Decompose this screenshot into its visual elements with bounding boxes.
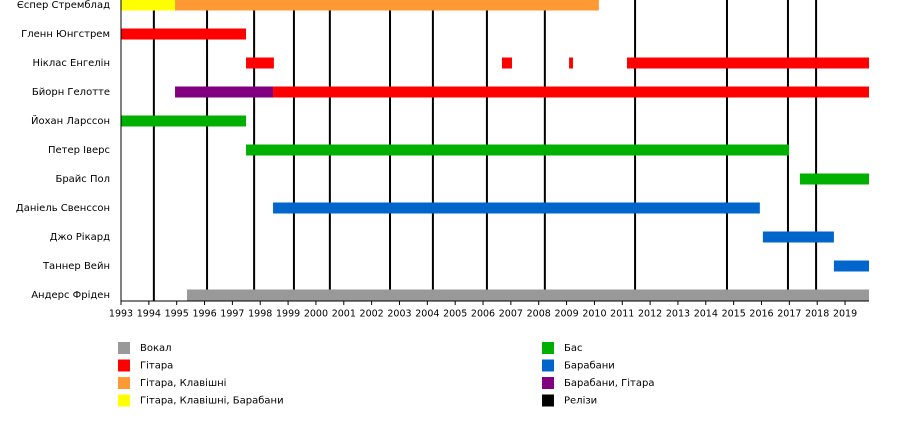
legend-label: Гітара, Клавішні xyxy=(140,377,226,389)
legend-label: Гітара xyxy=(140,360,173,372)
row-label: Єспер Стремблад xyxy=(17,0,110,11)
row-label: Ніклас Енгелін xyxy=(32,57,110,69)
x-tick-label: 2006 xyxy=(471,309,495,320)
legend-label: Барабани xyxy=(564,361,615,372)
x-tick-label: 2007 xyxy=(499,309,523,320)
x-tick-label: 1993 xyxy=(109,309,133,320)
row-label: Даніель Свенссон xyxy=(16,202,110,214)
x-tick-label: 2010 xyxy=(582,309,606,320)
legend-swatch xyxy=(118,359,130,372)
member-bar xyxy=(799,173,869,185)
member-bar xyxy=(273,86,869,98)
member-bar xyxy=(121,0,176,11)
legend-label: Вокал xyxy=(140,343,172,354)
row-label: Гленн Юнгстрем xyxy=(21,29,110,40)
legend-swatch xyxy=(542,359,554,372)
row-label: Андерс Фріден xyxy=(31,289,110,301)
member-bar xyxy=(762,231,834,243)
x-tick-label: 2009 xyxy=(554,309,578,320)
row-label: Брайс Пол xyxy=(55,174,110,185)
member-bar xyxy=(175,0,599,11)
member-bar xyxy=(246,57,274,69)
x-tick-label: 2018 xyxy=(805,309,829,320)
row-label: Бйорн Гелотте xyxy=(32,87,110,98)
member-bar xyxy=(175,86,274,98)
member-bar xyxy=(569,57,573,69)
legend-swatch xyxy=(542,394,554,407)
x-tick-label: 2013 xyxy=(666,309,690,320)
legend-swatch xyxy=(542,342,554,354)
x-tick-label: 2011 xyxy=(610,309,634,320)
row-label: Йохан Ларссон xyxy=(31,114,110,127)
x-tick-label: 2016 xyxy=(749,309,773,320)
legend-label: Релізи xyxy=(564,395,597,407)
legend-swatch xyxy=(542,377,554,389)
legend-swatch xyxy=(118,342,130,354)
x-tick-label: 2014 xyxy=(694,309,718,320)
member-bar xyxy=(273,202,760,214)
member-bar xyxy=(246,144,790,156)
x-tick-label: 2008 xyxy=(527,309,551,320)
member-bar xyxy=(121,115,247,127)
x-tick-label: 2017 xyxy=(777,309,801,320)
legend-swatch xyxy=(118,394,130,407)
row-label: Джо Рікард xyxy=(50,231,110,243)
member-bar xyxy=(121,28,247,40)
row-label: Таннер Вейн xyxy=(42,261,110,272)
x-tick-label: 2012 xyxy=(638,309,662,320)
legend-label: Барабани, Гітара xyxy=(564,377,654,389)
row-label: Петер Іверс xyxy=(48,145,110,156)
legend-label: Бас xyxy=(564,343,583,354)
x-tick-label: 2000 xyxy=(304,309,328,320)
x-tick-label: 2003 xyxy=(387,309,411,320)
x-tick-label: 1998 xyxy=(248,309,272,320)
x-tick-label: 2019 xyxy=(833,309,857,320)
legend-swatch xyxy=(118,377,130,389)
x-tick-label: 1995 xyxy=(165,309,189,320)
x-tick-label: 1994 xyxy=(137,309,161,320)
x-tick-label: 2002 xyxy=(360,309,384,320)
x-tick-label: 2004 xyxy=(415,309,439,320)
member-bar xyxy=(501,57,512,69)
member-bar xyxy=(627,57,869,69)
x-tick-label: 1997 xyxy=(220,309,244,320)
member-bar xyxy=(187,289,869,301)
x-tick-label: 1999 xyxy=(276,309,300,320)
legend-label: Гітара, Клавішні, Барабани xyxy=(140,395,284,407)
x-tick-label: 2005 xyxy=(443,309,467,320)
x-tick-label: 2001 xyxy=(332,309,356,320)
member-bar xyxy=(833,260,869,272)
x-tick-label: 1996 xyxy=(192,309,216,320)
x-tick-label: 2015 xyxy=(722,309,746,320)
